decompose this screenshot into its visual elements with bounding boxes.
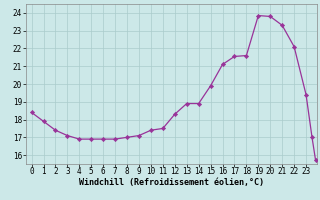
X-axis label: Windchill (Refroidissement éolien,°C): Windchill (Refroidissement éolien,°C) (79, 178, 264, 187)
